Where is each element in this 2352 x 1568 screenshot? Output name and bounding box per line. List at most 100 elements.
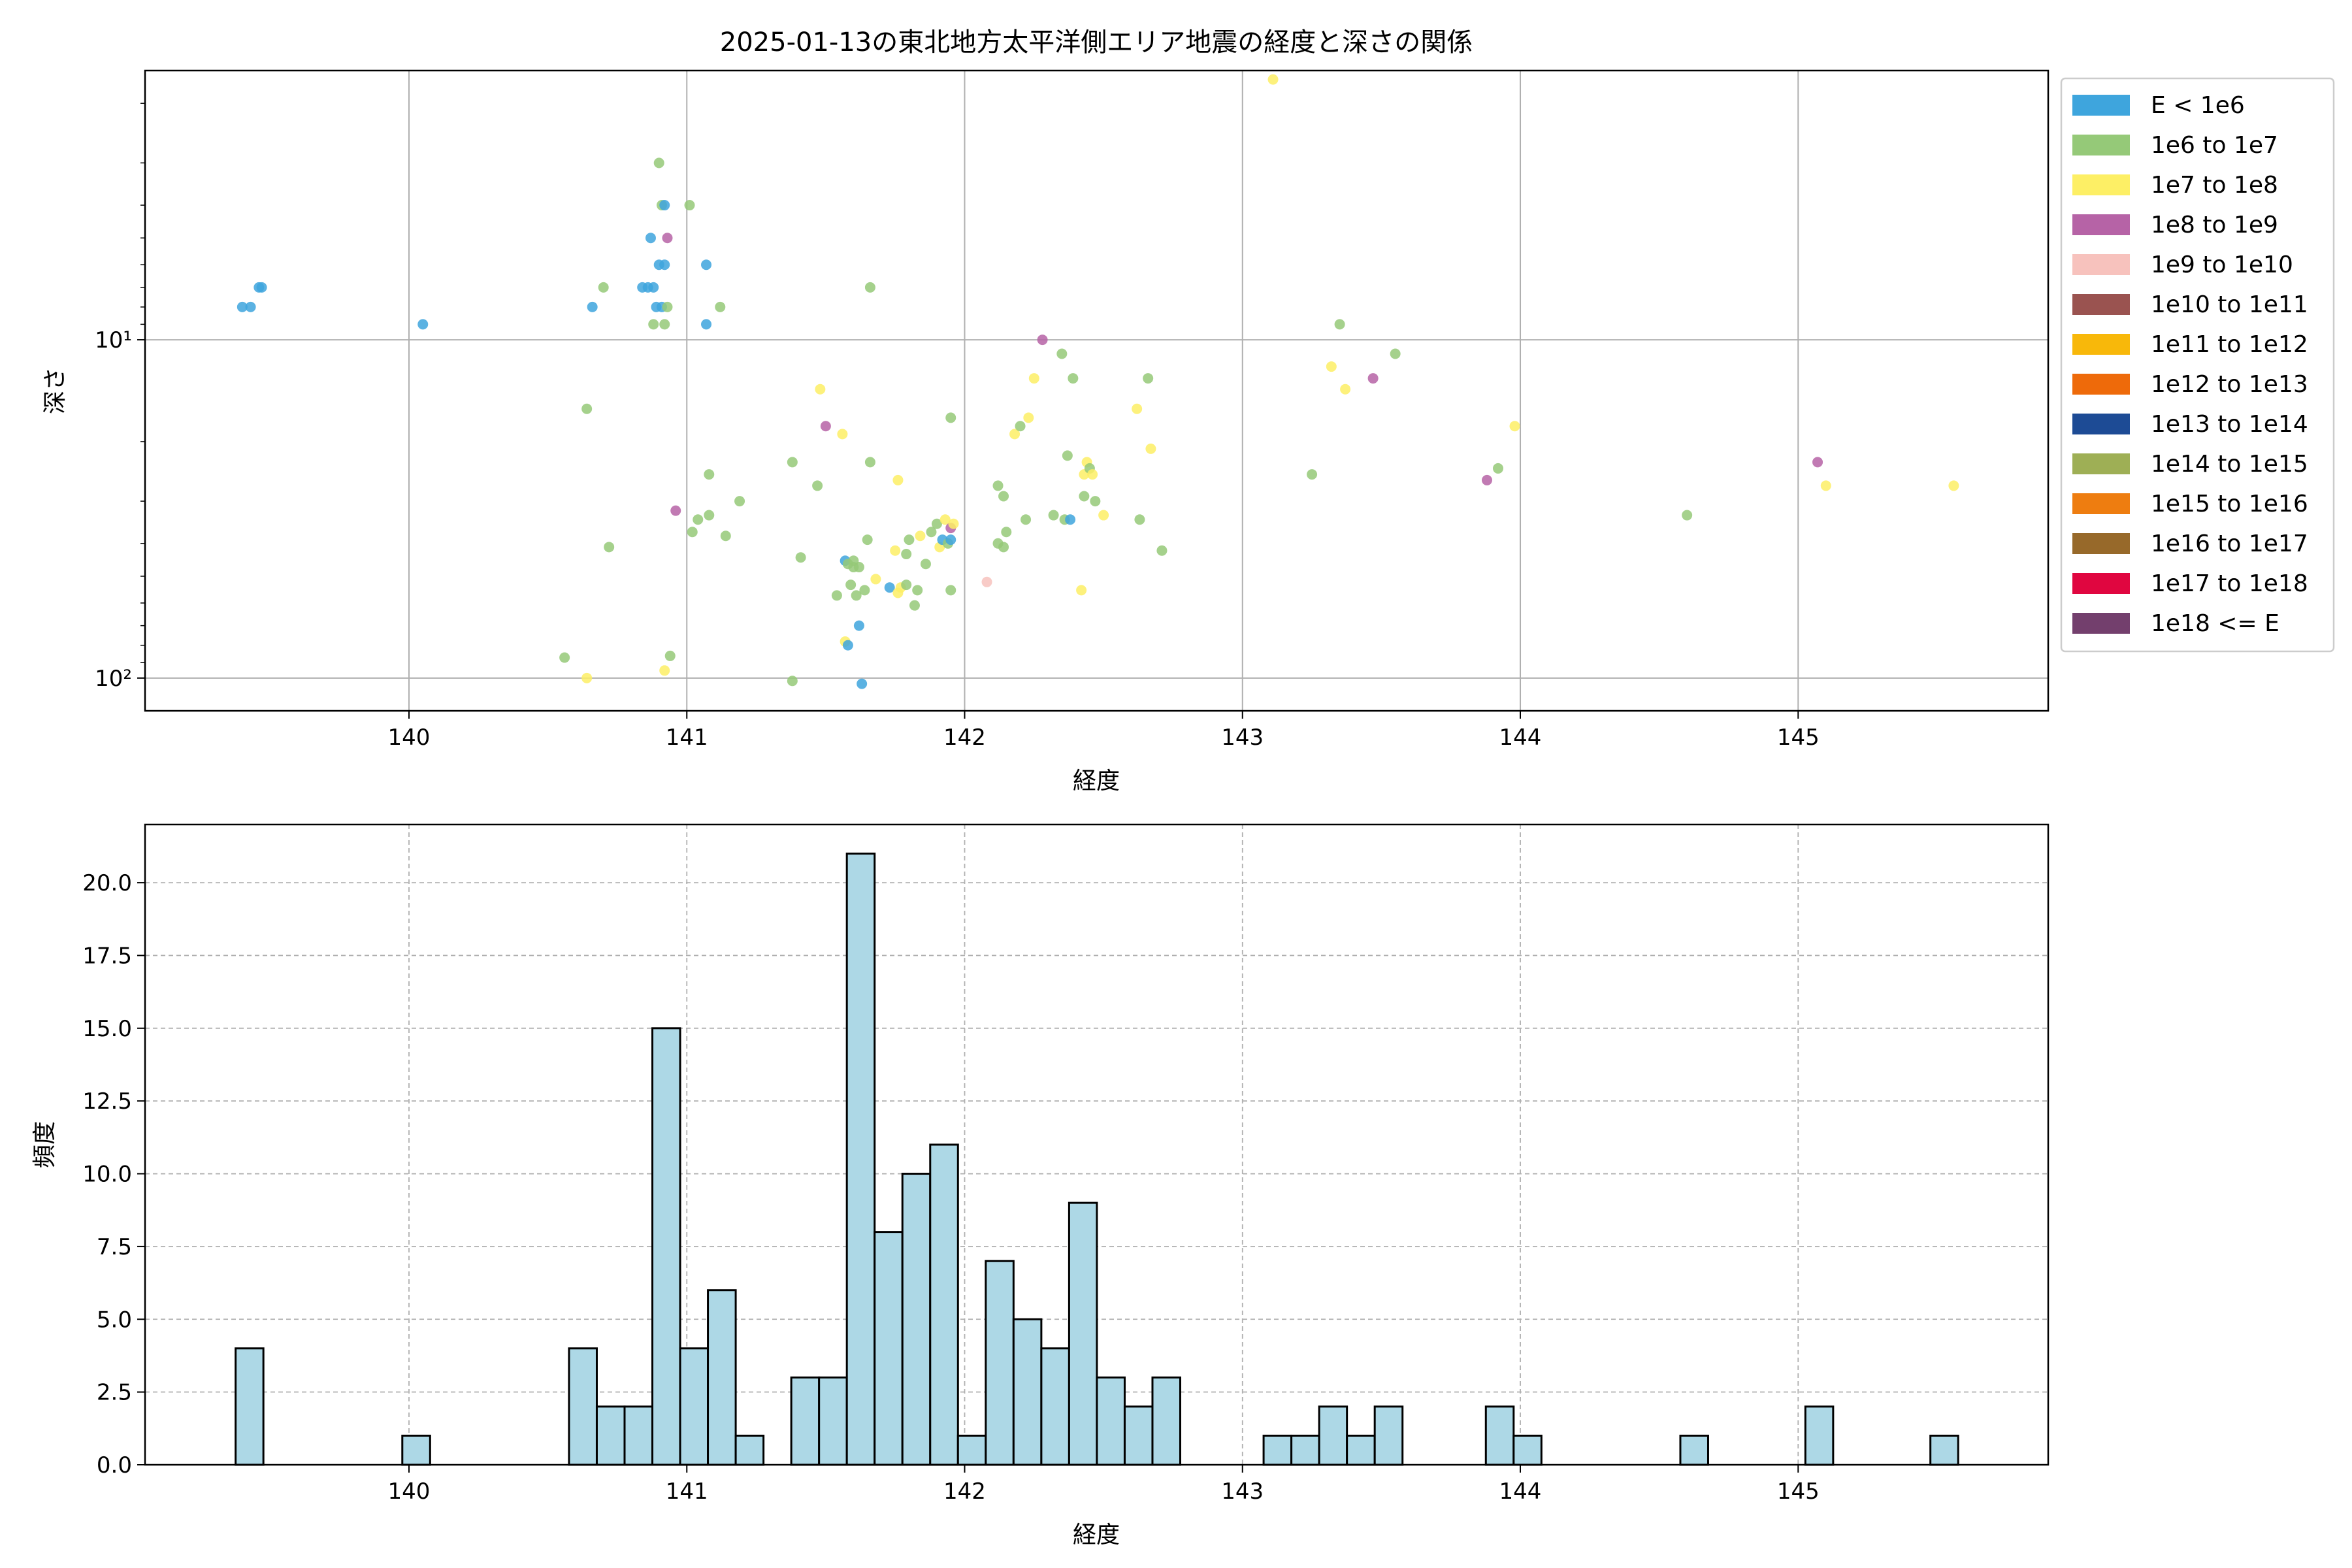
histogram-y-tick-label: 5.0 [97,1307,132,1333]
scatter-point [1340,384,1351,395]
scatter-x-tick-label: 144 [1499,725,1542,751]
scatter-point [715,301,726,312]
scatter-point [645,233,656,244]
scatter-point [245,301,256,312]
histogram-bar [734,1434,765,1466]
scatter-point [581,403,593,414]
scatter-point [1145,443,1156,454]
histogram-bar [1262,1434,1293,1466]
legend-label: 1e6 to 1e7 [2151,132,2278,159]
scatter-legend: E < 1e6 1e6 to 1e7 1e7 to 1e8 1e8 to 1e9 1e9… [2060,77,2335,653]
scatter-point [945,412,956,423]
histogram-y-tick-label: 7.5 [97,1234,132,1260]
scatter-point [648,282,659,293]
scatter-x-tick-label: 142 [943,725,986,751]
legend-swatch [2072,493,2130,514]
scatter-point [815,384,826,395]
scatter-point [693,514,704,525]
histogram-axes-frame [144,823,2050,1466]
legend-swatch [2072,174,2130,195]
scatter-point [659,259,670,270]
scatter-point [912,585,923,596]
legend-label: 1e9 to 1e10 [2151,252,2293,278]
histogram-y-tick-label: 12.5 [82,1088,132,1115]
scatter-point [237,301,248,312]
legend-swatch [2072,414,2130,434]
histogram-x-ticks: 140 141 142 143 144 145 [388,1465,1820,1505]
scatter-point [1079,491,1090,502]
scatter-point [890,545,901,556]
histogram-y-ticks: 0.0 2.5 5.0 7.5 10.0 12.5 15.0 17.5 20.0 [82,870,145,1478]
histogram-bar [818,1376,848,1466]
scatter-point [904,534,915,546]
legend-label: 1e12 to 1e13 [2151,371,2308,398]
scatter-point [1812,457,1823,468]
legend-label: 1e15 to 1e16 [2151,491,2308,517]
scatter-point [864,457,875,468]
histogram-bar [707,1289,737,1466]
scatter-point [256,282,267,293]
scatter-point [1307,469,1318,480]
scatter-point [1334,319,1345,330]
scatter-point [1948,480,1959,491]
scatter-point [948,518,959,529]
scatter-point [1015,421,1026,432]
histogram-x-tick-label: 142 [943,1478,986,1505]
histogram-bar [901,1173,932,1466]
scatter-point [598,282,609,293]
scatter-point [1076,585,1087,596]
histogram-x-axis-label: 経度 [1073,1522,1120,1548]
scatter-point [604,542,615,553]
histogram-bar [1040,1347,1070,1466]
histogram-bar [1484,1405,1515,1466]
scatter-point [1156,545,1168,556]
legend-label: 1e13 to 1e14 [2151,411,2308,438]
scatter-y-ticks: 10¹ 10² [95,103,145,692]
scatter-grid [145,71,2048,711]
histogram-bar [1373,1405,1404,1466]
scatter-point [939,514,951,525]
histogram-y-tick-label: 17.5 [82,943,132,969]
scatter-point [662,301,673,312]
scatter-point [1509,421,1520,432]
histogram-bar [679,1347,710,1466]
scatter-point [820,421,831,432]
legend-swatch [2072,374,2130,395]
scatter-point [892,474,904,485]
scatter-point [704,510,715,521]
scatter-point [998,491,1009,502]
scatter-point [1132,403,1143,414]
scatter-point [1068,373,1079,384]
scatter-point [909,600,920,611]
scatter-point [787,457,798,468]
scatter-x-tick-label: 145 [1777,725,1820,751]
scatter-point [945,534,956,546]
legend-label: 1e7 to 1e8 [2151,172,2278,199]
histogram-bar [568,1347,598,1466]
legend-swatch [2072,135,2130,155]
scatter-point [1682,510,1693,521]
scatter-points [237,74,1959,689]
scatter-point [931,518,942,529]
scatter-point [1048,510,1059,521]
scatter-point [837,429,848,440]
scatter-point [859,585,870,596]
scatter-point [1267,74,1279,85]
scatter-point [1062,450,1073,461]
histogram-bar [623,1405,654,1466]
scatter-point [981,576,992,587]
scatter-axes-frame [144,69,2050,712]
legend-label: 1e11 to 1e12 [2151,331,2308,358]
scatter-point [920,559,931,570]
scatter-point [864,282,875,293]
histogram-bar [874,1231,904,1466]
scatter-point [659,200,670,211]
scatter-point [845,580,857,591]
histogram-bar [956,1434,987,1466]
scatter-point [862,534,873,546]
scatter-y-axis-label: 深さ [42,367,69,414]
legend-label: 1e16 to 1e17 [2151,531,2308,557]
histogram-bar [595,1405,626,1466]
histogram-y-tick-label: 15.0 [82,1016,132,1042]
histogram-bar [929,1143,959,1466]
